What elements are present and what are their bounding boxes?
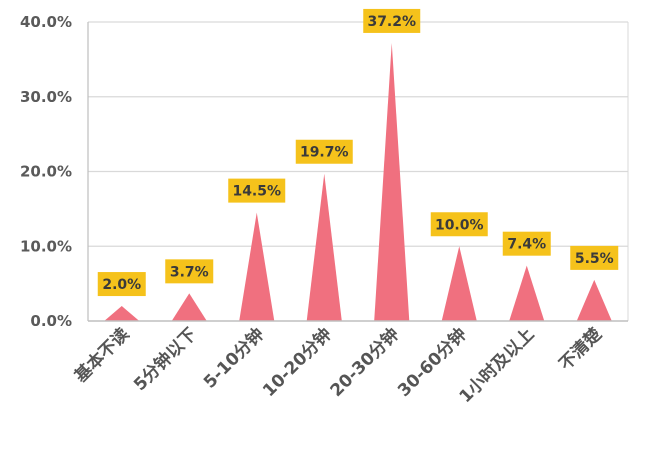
data-label: 2.0% (102, 277, 141, 293)
y-tick-label: 40.0% (20, 13, 72, 31)
y-axis-tick-labels: 0.0% 10.0% 20.0% 30.0% 40.0% (20, 13, 72, 330)
y-tick-label: 30.0% (20, 88, 72, 106)
bar (171, 293, 207, 321)
gridlines (88, 21, 628, 247)
data-label-box (502, 231, 551, 256)
bars (104, 42, 612, 322)
data-label: 10.0% (435, 217, 484, 233)
bar (509, 265, 545, 321)
data-label: 5.5% (575, 251, 614, 267)
x-category-label: 10-20分钟 (258, 324, 335, 401)
y-tick-label: 10.0% (20, 237, 72, 255)
x-category-label: 基本不读 (70, 324, 134, 388)
bar (374, 42, 410, 322)
data-label: 37.2% (367, 14, 416, 30)
data-label: 14.5% (232, 184, 281, 200)
data-label-box (228, 178, 286, 203)
data-labels: 2.0% 3.7% 14.5% 19.7% 37.2% 10.0% 7.4% 5.5% (97, 8, 619, 297)
data-label-box (570, 245, 619, 270)
bar (239, 212, 275, 321)
bar (104, 306, 140, 321)
data-label-box (97, 272, 146, 297)
data-label: 19.7% (300, 145, 349, 161)
x-category-label: 5分钟以下 (129, 324, 200, 395)
bar (576, 279, 612, 321)
y-tick-label: 20.0% (20, 163, 72, 181)
axes (87, 22, 629, 322)
data-label-box (430, 212, 488, 237)
data-label-box (363, 8, 421, 33)
bar (306, 173, 342, 321)
x-category-label: 5-10分钟 (199, 324, 268, 393)
data-label: 3.7% (170, 264, 209, 280)
bar (441, 246, 477, 321)
data-label-box (295, 139, 353, 164)
data-label-box (165, 259, 214, 284)
x-category-label: 20-30分钟 (326, 324, 403, 401)
y-tick-label: 0.0% (30, 312, 72, 330)
data-label: 7.4% (507, 237, 546, 253)
x-category-label: 不清楚 (555, 323, 607, 375)
